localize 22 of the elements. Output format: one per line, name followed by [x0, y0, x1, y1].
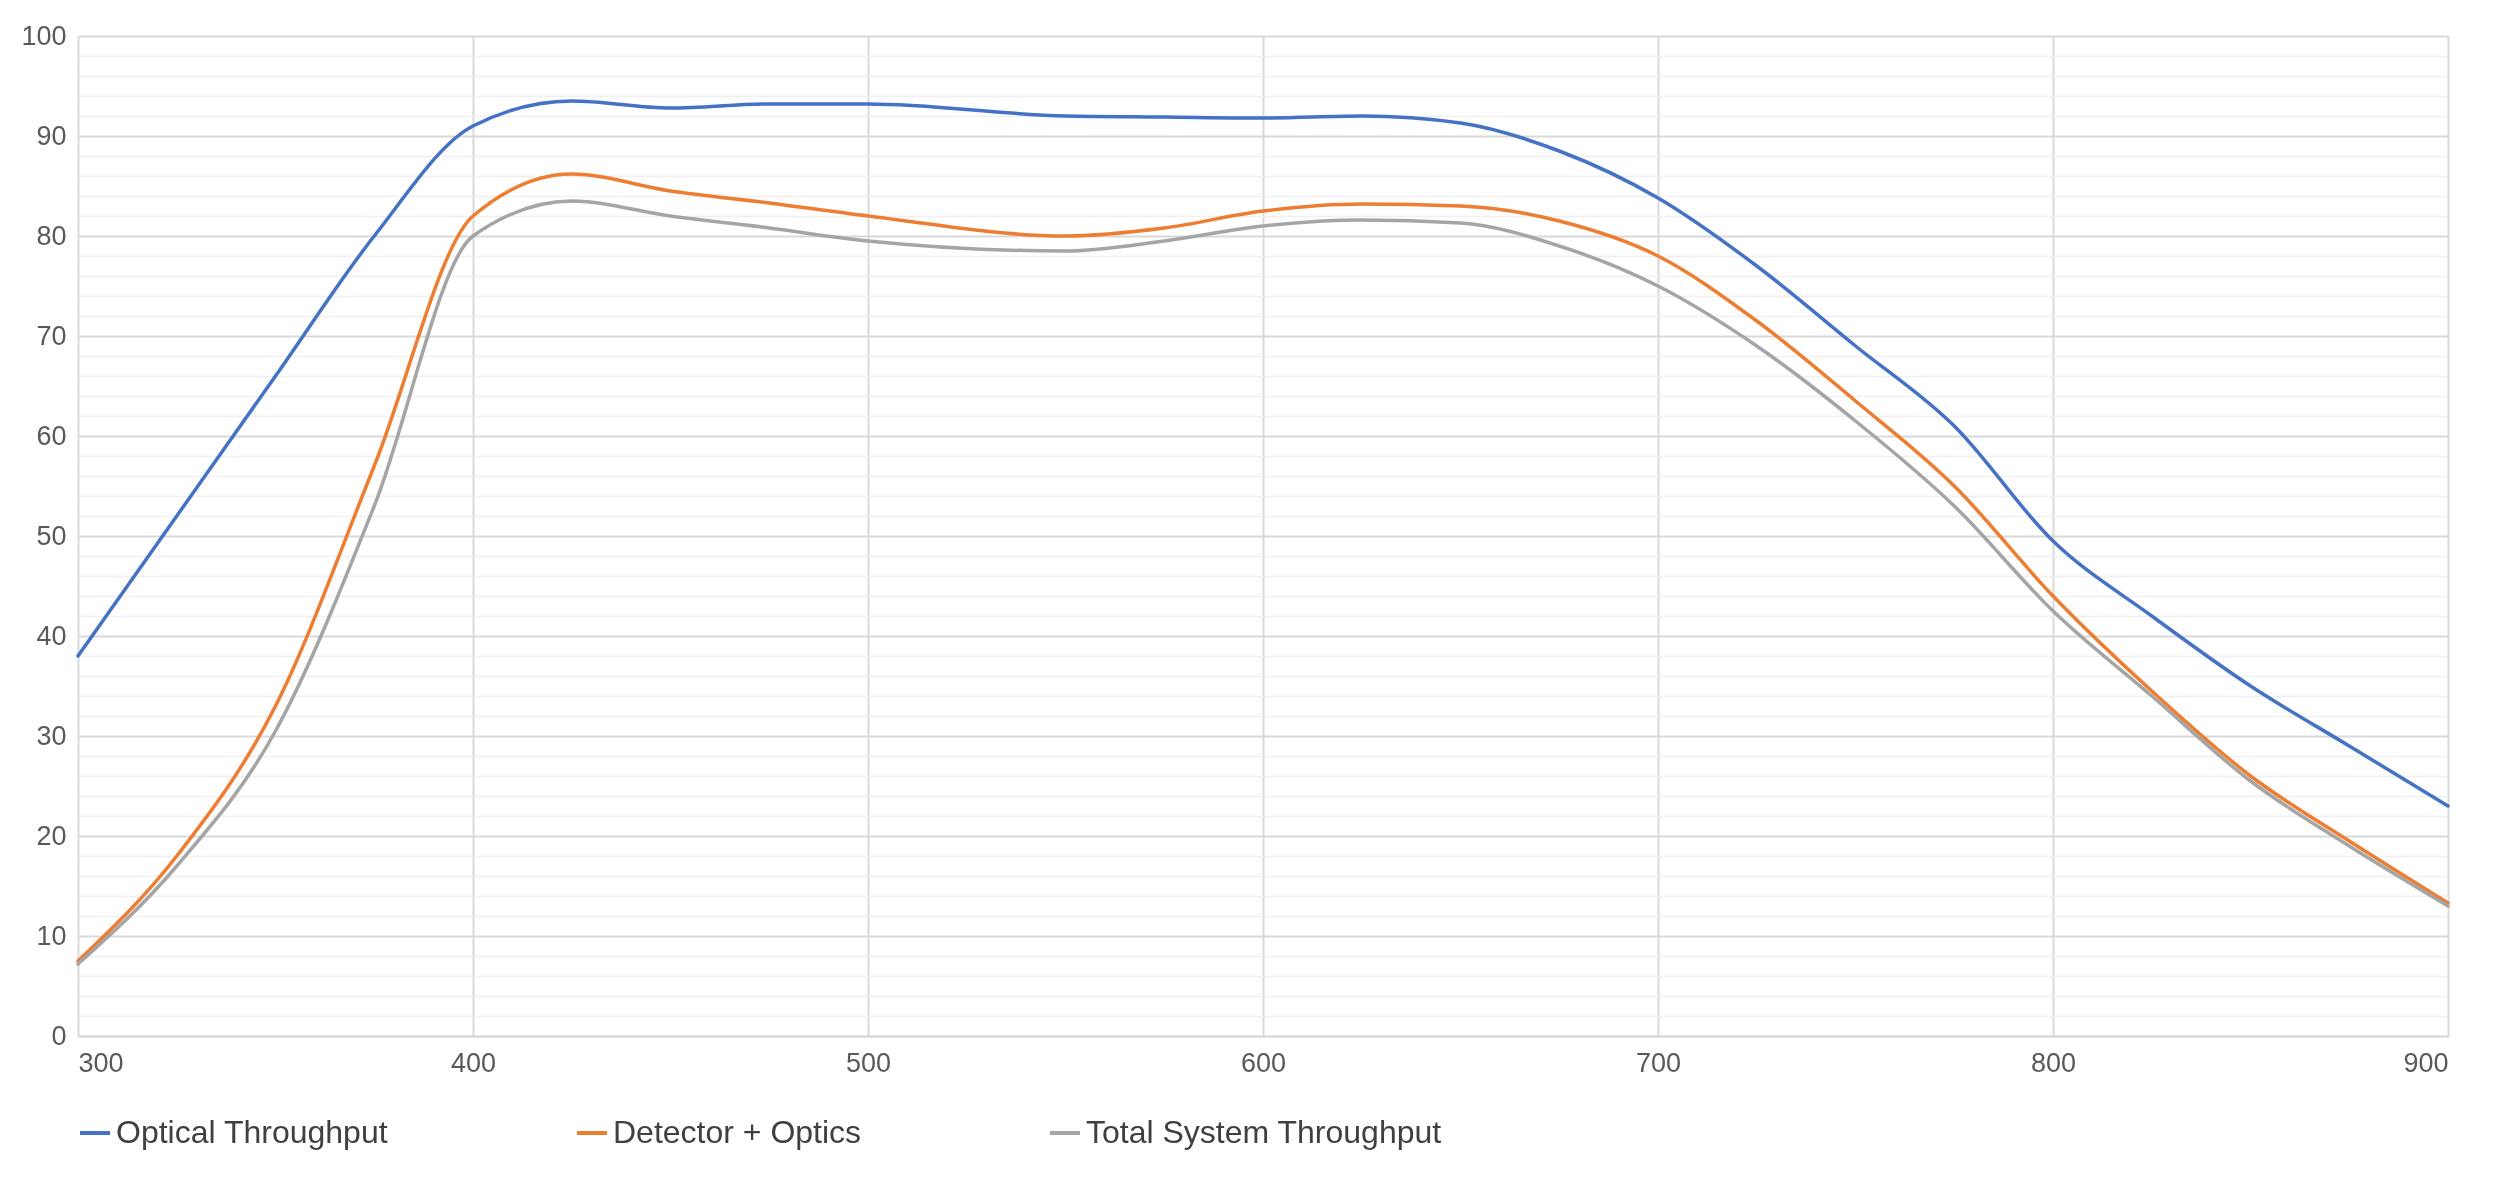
x-tick-label: 800: [2030, 1047, 2077, 1078]
y-tick-label: 60: [36, 420, 67, 451]
y-tick-label: 30: [36, 720, 67, 751]
y-tick-label: 50: [36, 520, 67, 551]
x-tick-label: 400: [450, 1047, 497, 1078]
x-tick-label: 300: [78, 1047, 124, 1078]
y-tick-label: 100: [21, 20, 67, 51]
y-tick-label: 10: [36, 920, 67, 951]
legend-label: Detector + Optics: [613, 1114, 862, 1150]
y-tick-label: 90: [36, 120, 67, 151]
legend-label: Optical Throughput: [116, 1114, 388, 1150]
y-tick-label: 40: [36, 620, 67, 651]
x-tick-label: 700: [1635, 1047, 1682, 1078]
x-tick-label: 500: [845, 1047, 892, 1078]
x-tick-label: 900: [2403, 1047, 2449, 1078]
y-tick-label: 80: [36, 220, 67, 251]
y-tick-label: 20: [36, 820, 67, 851]
y-tick-label: 0: [51, 1020, 67, 1051]
y-tick-label: 70: [36, 320, 67, 351]
x-tick-label: 600: [1240, 1047, 1287, 1078]
legend-label: Total System Throughput: [1086, 1114, 1442, 1150]
line-series: [76, 99, 2450, 808]
